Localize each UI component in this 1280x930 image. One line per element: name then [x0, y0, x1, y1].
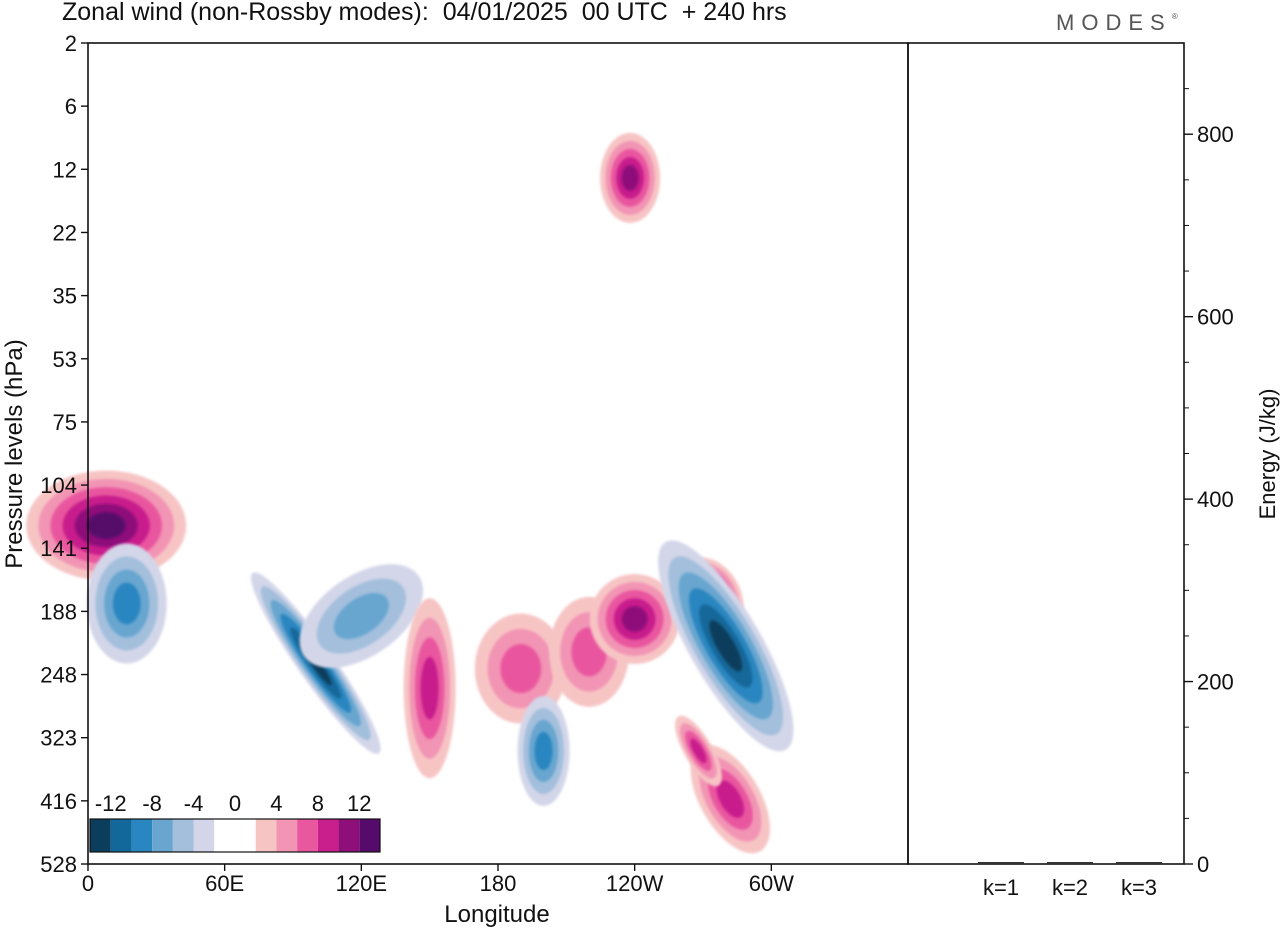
energy-bar — [978, 862, 1024, 864]
energy-category-label: k=2 — [1052, 875, 1088, 900]
contour-shell — [716, 780, 745, 819]
colorbar-swatch — [214, 819, 235, 852]
contour-blob — [517, 695, 570, 806]
brand-logo: MODES® — [1056, 10, 1178, 36]
energy-category-label: k=3 — [1121, 875, 1157, 900]
y-tick-label: 6 — [65, 94, 77, 119]
contour-blob — [403, 598, 456, 779]
x-tick-label: 180 — [480, 871, 517, 896]
energy-bar — [1116, 862, 1162, 864]
contour-blob — [658, 540, 794, 752]
y-tick-label: 2 — [65, 31, 77, 56]
colorbar-swatch — [193, 819, 215, 852]
colorbar-swatch — [359, 819, 380, 852]
energy-axis-label: Energy (J/kg) — [1255, 389, 1280, 520]
colorbar-swatch — [235, 819, 256, 852]
contour-shell — [112, 582, 141, 625]
colorbar-swatch — [338, 819, 360, 852]
x-tick-label: 120E — [336, 871, 387, 896]
y-tick-label: 248 — [40, 663, 77, 688]
contour-shell — [500, 644, 542, 693]
colorbar-label: -8 — [142, 791, 162, 816]
colorbar-swatch — [110, 819, 132, 852]
y-tick-label: 141 — [40, 536, 77, 561]
colorbar-label: 12 — [347, 791, 371, 816]
x-tick-label: 60E — [205, 871, 244, 896]
colorbar-swatch — [90, 819, 111, 852]
colorbar-legend: -12 -8 -4 0 4 8 12 — [89, 791, 381, 853]
energy-tick-label: 0 — [1197, 852, 1209, 877]
colorbar-swatch — [172, 819, 194, 852]
y-tick-label: 22 — [53, 220, 77, 245]
colorbar-swatch — [297, 819, 318, 852]
colorbar-label: 4 — [270, 791, 282, 816]
y-tick-label: 323 — [40, 726, 77, 751]
energy-axes: 0 200 400 600 800 k=1 k=2 k=3 — [907, 42, 1234, 900]
contour-shell — [534, 731, 553, 771]
colorbar-label: -4 — [184, 791, 204, 816]
chart-title: Zonal wind (non-Rossby modes): 04/01/202… — [62, 0, 787, 26]
contour-shell — [621, 606, 648, 632]
energy-category-label: k=1 — [983, 875, 1019, 900]
y-tick-label: 75 — [53, 410, 77, 435]
x-axis-label: Longitude — [444, 901, 549, 928]
energy-tick-label: 800 — [1197, 122, 1234, 147]
colorbar-frame — [89, 818, 381, 853]
y-tick-label: 416 — [40, 789, 77, 814]
x-tick-label: 0 — [82, 871, 94, 896]
colorbar-swatch — [317, 819, 339, 852]
y-tick-label: 188 — [40, 599, 77, 624]
colorbar-swatch — [152, 819, 173, 852]
y-axis-label: Pressure levels (hPa) — [1, 339, 28, 568]
energy-tick-label: 200 — [1197, 670, 1234, 695]
colorbar-swatch — [131, 819, 153, 852]
energy-frame — [907, 42, 1185, 865]
y-tick-label: 104 — [40, 473, 77, 498]
contour-shell — [621, 165, 639, 191]
contour-shell — [709, 620, 743, 672]
contour-blob — [86, 543, 167, 664]
y-tick-label: 12 — [53, 157, 77, 182]
brand-registered-mark: ® — [1171, 12, 1178, 21]
colorbar-label: 8 — [312, 791, 324, 816]
y-tick-label: 35 — [53, 284, 77, 309]
energy-tick-label: 400 — [1197, 487, 1234, 512]
contour-blob — [589, 574, 680, 665]
brand-name: MODES — [1056, 10, 1172, 35]
colorbar-label: -12 — [95, 791, 127, 816]
contour-blob — [675, 715, 722, 787]
y-tick-label: 528 — [40, 852, 77, 877]
contour-shell — [333, 592, 389, 640]
contour-shell — [420, 656, 439, 720]
contour-shell — [86, 512, 126, 539]
energy-bar — [1047, 862, 1093, 864]
contour-field — [26, 132, 794, 854]
colorbar-swatch — [255, 819, 277, 852]
x-tick-label: 60W — [749, 871, 794, 896]
colorbar-label: 0 — [229, 791, 241, 816]
energy-tick-label: 600 — [1197, 305, 1234, 330]
x-tick-label: 120W — [606, 871, 664, 896]
contour-shell — [690, 738, 707, 764]
y-tick-label: 53 — [53, 347, 77, 372]
contour-blob — [600, 132, 661, 223]
colorbar-swatch — [276, 819, 298, 852]
contour-blob — [299, 564, 424, 668]
